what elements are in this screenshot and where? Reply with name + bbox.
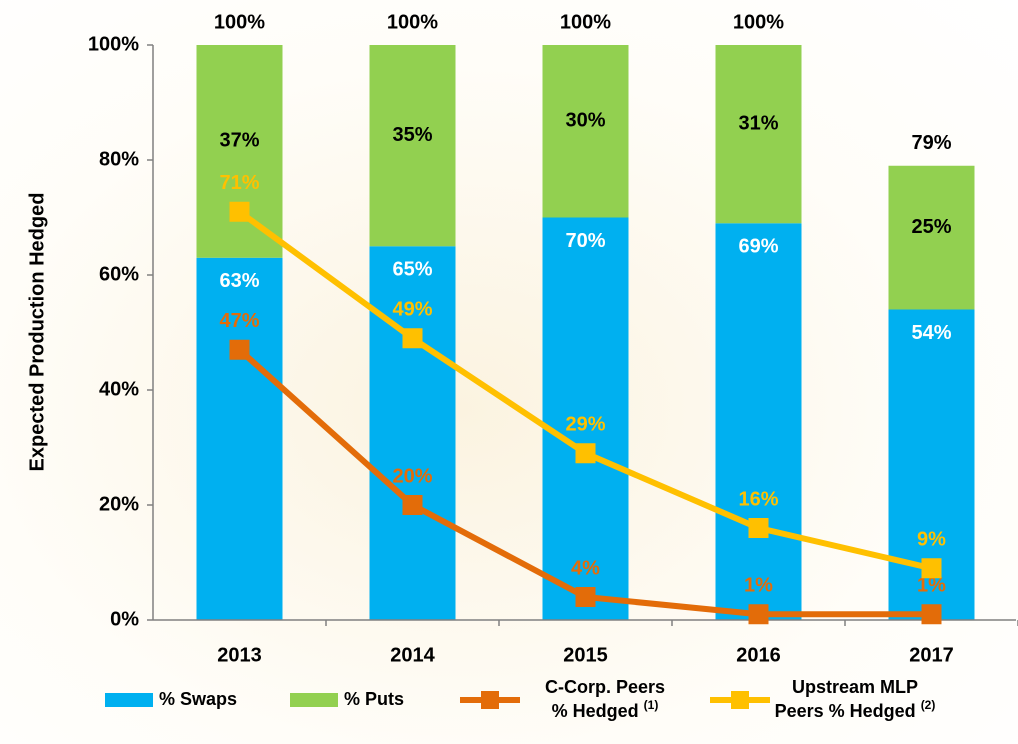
bar-value-label: 70% bbox=[565, 230, 605, 252]
bar-segment bbox=[196, 45, 283, 258]
bar-segment bbox=[542, 45, 629, 218]
x-tick-label: 2016 bbox=[736, 644, 781, 666]
x-tick-label: 2014 bbox=[390, 644, 435, 666]
line-marker bbox=[229, 201, 250, 222]
line-value-label: 4% bbox=[571, 557, 600, 579]
line-marker bbox=[402, 328, 423, 349]
line-marker bbox=[921, 558, 942, 579]
total-label: 100% bbox=[214, 11, 265, 33]
bar-value-label: 25% bbox=[911, 216, 951, 238]
bar-value-label: 31% bbox=[738, 112, 778, 134]
legend-footnote: (2) bbox=[921, 698, 936, 712]
total-label: 100% bbox=[733, 11, 784, 33]
legend-swatch bbox=[105, 693, 153, 707]
x-tick-label: 2015 bbox=[563, 644, 608, 666]
line-marker bbox=[229, 339, 250, 360]
line-value-label: 9% bbox=[917, 529, 946, 551]
y-tick-label: 100% bbox=[88, 33, 139, 55]
bar-value-label: 63% bbox=[219, 270, 259, 292]
legend-label-text: C-Corp. Peers % Hedged bbox=[545, 677, 665, 721]
line-marker bbox=[575, 587, 596, 607]
line-value-label: 71% bbox=[219, 172, 259, 194]
y-tick-label: 40% bbox=[99, 378, 139, 400]
total-label: 100% bbox=[387, 11, 438, 33]
bar-segment bbox=[715, 223, 802, 620]
legend-label-line: Peers % Hedged bbox=[775, 701, 921, 721]
line-marker bbox=[921, 604, 942, 625]
line-value-label: 1% bbox=[917, 575, 946, 597]
legend-footnote: (1) bbox=[644, 698, 659, 712]
line-value-label: 1% bbox=[744, 575, 773, 597]
x-tick-label: 2013 bbox=[217, 644, 262, 666]
x-tick-label: 2017 bbox=[909, 644, 954, 666]
legend-label: Upstream MLP Peers % Hedged (2) bbox=[775, 677, 936, 721]
line-marker bbox=[748, 604, 769, 625]
bar-value-label: 35% bbox=[392, 124, 432, 146]
line-value-label: 20% bbox=[392, 465, 432, 487]
legend-label-line: Upstream MLP bbox=[792, 677, 918, 697]
legend-swatch bbox=[290, 693, 338, 707]
line-value-label: 49% bbox=[392, 299, 432, 321]
total-label: 100% bbox=[560, 11, 611, 33]
bar-value-label: 30% bbox=[565, 110, 605, 132]
bar-value-label: 69% bbox=[738, 236, 778, 258]
total-label: 79% bbox=[911, 132, 951, 154]
legend-marker bbox=[731, 691, 749, 709]
y-tick-label: 60% bbox=[99, 263, 139, 285]
legend-label-line: % Hedged bbox=[552, 701, 644, 721]
y-tick-label: 20% bbox=[99, 493, 139, 515]
legend-label: % Puts bbox=[344, 689, 404, 709]
bar-segment bbox=[715, 45, 802, 224]
bar-segment bbox=[196, 257, 283, 620]
line-marker bbox=[748, 518, 769, 538]
bar-segment bbox=[888, 165, 975, 310]
legend-label: C-Corp. Peers % Hedged (1) bbox=[545, 677, 665, 721]
y-axis-label: Expected Production Hedged bbox=[26, 193, 48, 472]
y-tick-label: 0% bbox=[110, 608, 139, 630]
y-tick-label: 80% bbox=[99, 148, 139, 170]
legend-label-text: Upstream MLP Peers % Hedged bbox=[775, 677, 921, 721]
bar-segment bbox=[369, 45, 456, 247]
bar-value-label: 65% bbox=[392, 259, 432, 281]
bar-segment bbox=[542, 217, 629, 620]
bar-value-label: 54% bbox=[911, 322, 951, 344]
line-marker bbox=[402, 495, 423, 515]
line-value-label: 47% bbox=[219, 310, 259, 332]
bar-value-label: 37% bbox=[219, 130, 259, 152]
legend-label-line: C-Corp. Peers bbox=[545, 677, 665, 697]
bar-segment bbox=[369, 246, 456, 620]
line-value-label: 29% bbox=[565, 414, 605, 436]
legend-label: % Swaps bbox=[159, 689, 237, 709]
line-value-label: 16% bbox=[738, 488, 778, 510]
line-marker bbox=[575, 443, 596, 464]
legend-marker bbox=[481, 691, 499, 709]
